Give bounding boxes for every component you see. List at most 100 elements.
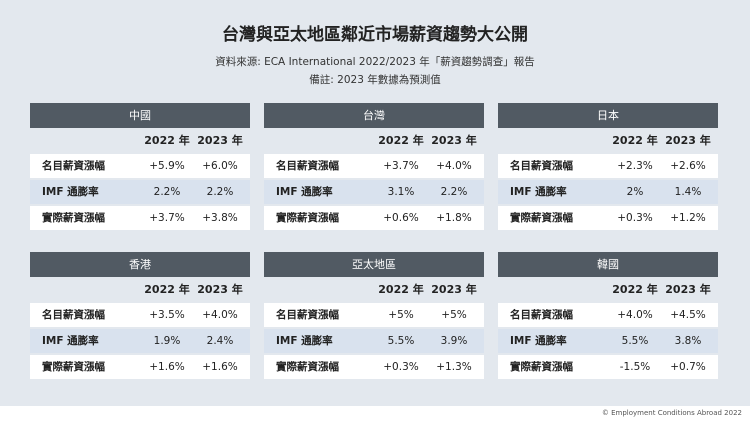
column-label: 2023 年	[431, 283, 477, 296]
source: 資料來源: ECA International 2022/2023 年「薪資趨勢…	[215, 56, 535, 68]
column-header: 2022 年 2023 年	[264, 128, 484, 154]
cell: +3.5%	[149, 309, 185, 321]
table-row: IMF 通膨率 5.5% 3.8%	[498, 329, 718, 353]
cell: +5%	[388, 309, 414, 321]
cell: +0.3%	[617, 212, 653, 224]
panel-title: 中國	[30, 103, 250, 128]
cell: 2%	[626, 186, 644, 198]
table-row: 名目薪資漲幅 +5% +5%	[264, 303, 484, 327]
footer-bar: © Employment Conditions Abroad 2022	[0, 406, 750, 422]
table-row: IMF 通膨率 5.5% 3.9%	[264, 329, 484, 353]
row-label: 名目薪資漲幅	[42, 160, 105, 172]
column-label: 2022 年	[144, 283, 190, 296]
panel-title: 香港	[30, 252, 250, 277]
cell: 2.2%	[440, 186, 468, 198]
cell: +1.8%	[436, 212, 472, 224]
panel-title: 台灣	[264, 103, 484, 128]
cell: 3.9%	[440, 335, 468, 347]
table-row: 實際薪資漲幅 -1.5% +0.7%	[498, 355, 718, 379]
column-label: 2023 年	[665, 283, 711, 296]
cell: +3.8%	[202, 212, 238, 224]
cell: +1.2%	[670, 212, 706, 224]
cell: +4.0%	[436, 160, 472, 172]
cell: +0.7%	[670, 361, 706, 373]
panel-title: 日本	[498, 103, 718, 128]
row-label: 實際薪資漲幅	[276, 212, 339, 224]
table-row: 名目薪資漲幅 +3.5% +4.0%	[30, 303, 250, 327]
row-label: IMF 通膨率	[42, 335, 99, 347]
row-label: 名目薪資漲幅	[276, 160, 339, 172]
column-header: 2022 年 2023 年	[498, 277, 718, 303]
table-row: 實際薪資漲幅 +0.6% +1.8%	[264, 206, 484, 230]
panel: 中國 2022 年 2023 年名目薪資漲幅 +5.9% +6.0% IMF 通膨率 2.2…	[30, 103, 250, 232]
cell: 2.4%	[206, 335, 234, 347]
cell: 1.9%	[153, 335, 181, 347]
cell: 5.5%	[387, 335, 415, 347]
table-row: IMF 通膨率 1.9% 2.4%	[30, 329, 250, 353]
column-label: 2022 年	[144, 134, 190, 147]
panel: 香港 2022 年 2023 年名目薪資漲幅 +3.5% +4.0% IMF 通膨率 1.9…	[30, 252, 250, 381]
column-label: 2022 年	[378, 283, 424, 296]
row-label: 實際薪資漲幅	[510, 361, 573, 373]
cell: 1.4%	[674, 186, 702, 198]
row-label: IMF 通膨率	[510, 186, 567, 198]
table-row: IMF 通膨率 2% 1.4%	[498, 180, 718, 204]
panel: 台灣 2022 年 2023 年名目薪資漲幅 +3.7% +4.0% IMF 通膨率 3.1…	[264, 103, 484, 232]
cell: +4.5%	[670, 309, 706, 321]
cell: +1.6%	[149, 361, 185, 373]
cell: 2.2%	[206, 186, 234, 198]
row-label: 實際薪資漲幅	[42, 212, 105, 224]
panel: 亞太地區 2022 年 2023 年名目薪資漲幅 +5% +5% IMF 通膨率 5.5% 3…	[264, 252, 484, 381]
row-label: 名目薪資漲幅	[42, 309, 105, 321]
cell: +1.3%	[436, 361, 472, 373]
table-row: 名目薪資漲幅 +5.9% +6.0%	[30, 154, 250, 178]
cell: +3.7%	[383, 160, 419, 172]
table-row: 實際薪資漲幅 +0.3% +1.3%	[264, 355, 484, 379]
column-label: 2022 年	[378, 134, 424, 147]
title: 台灣與亞太地區鄰近市場薪資趨勢大公開	[222, 25, 528, 45]
column-label: 2022 年	[612, 134, 658, 147]
panel: 韓國 2022 年 2023 年名目薪資漲幅 +4.0% +4.5% IMF 通膨率 5.5…	[498, 252, 718, 381]
table-row: 實際薪資漲幅 +1.6% +1.6%	[30, 355, 250, 379]
row-label: 名目薪資漲幅	[276, 309, 339, 321]
cell: 2.2%	[153, 186, 181, 198]
column-label: 2023 年	[431, 134, 477, 147]
row-label: 名目薪資漲幅	[510, 309, 573, 321]
cell: +2.6%	[670, 160, 706, 172]
row-label: 名目薪資漲幅	[510, 160, 573, 172]
cell: 3.1%	[387, 186, 415, 198]
row-label: 實際薪資漲幅	[276, 361, 339, 373]
column-header: 2022 年 2023 年	[264, 277, 484, 303]
column-label: 2023 年	[197, 283, 243, 296]
column-label: 2023 年	[665, 134, 711, 147]
cell: +1.6%	[202, 361, 238, 373]
row-label: IMF 通膨率	[276, 186, 333, 198]
cell: +4.0%	[617, 309, 653, 321]
cell: 3.8%	[674, 335, 702, 347]
copyright: © Employment Conditions Abroad 2022	[601, 409, 742, 417]
column-label: 2023 年	[197, 134, 243, 147]
table-row: 名目薪資漲幅 +3.7% +4.0%	[264, 154, 484, 178]
table-row: IMF 通膨率 3.1% 2.2%	[264, 180, 484, 204]
cell: -1.5%	[619, 361, 651, 373]
cell: 5.5%	[621, 335, 649, 347]
row-label: IMF 通膨率	[276, 335, 333, 347]
panel: 日本 2022 年 2023 年名目薪資漲幅 +2.3% +2.6% IMF 通膨率 2% 1…	[498, 103, 718, 232]
note: 備註: 2023 年數據為預測值	[309, 74, 441, 86]
table-row: 名目薪資漲幅 +4.0% +4.5%	[498, 303, 718, 327]
cell: +0.6%	[383, 212, 419, 224]
panel-title: 韓國	[498, 252, 718, 277]
column-header: 2022 年 2023 年	[30, 128, 250, 154]
row-label: IMF 通膨率	[510, 335, 567, 347]
table-row: IMF 通膨率 2.2% 2.2%	[30, 180, 250, 204]
row-label: 實際薪資漲幅	[510, 212, 573, 224]
row-label: 實際薪資漲幅	[42, 361, 105, 373]
column-label: 2022 年	[612, 283, 658, 296]
cell: +6.0%	[202, 160, 238, 172]
cell: +5%	[441, 309, 467, 321]
column-header: 2022 年 2023 年	[498, 128, 718, 154]
table-row: 實際薪資漲幅 +0.3% +1.2%	[498, 206, 718, 230]
row-label: IMF 通膨率	[42, 186, 99, 198]
panel-title: 亞太地區	[264, 252, 484, 277]
